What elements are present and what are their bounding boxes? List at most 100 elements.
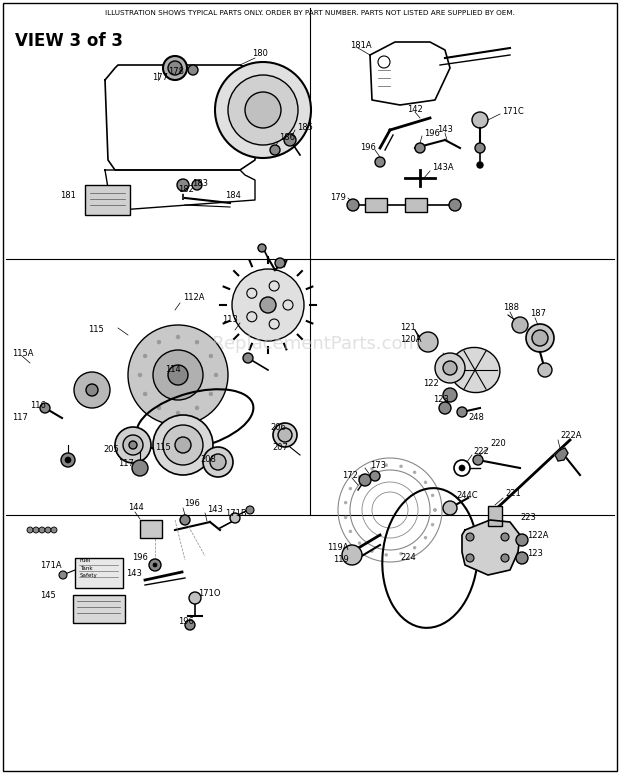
Text: 120A: 120A [400,335,422,344]
Text: 119A: 119A [327,543,348,553]
Circle shape [195,406,199,410]
Circle shape [501,533,509,541]
Circle shape [358,475,361,478]
Text: 205: 205 [103,444,119,454]
Text: 222A: 222A [560,431,582,440]
Circle shape [20,318,164,462]
Text: 171A: 171A [40,560,61,570]
Circle shape [230,513,240,523]
Ellipse shape [435,334,525,416]
Bar [140,520,162,538]
Text: 143: 143 [126,570,142,578]
Text: 122A: 122A [527,532,549,540]
Text: 123: 123 [527,550,543,559]
Text: 117: 117 [12,413,28,423]
Circle shape [163,56,187,80]
Circle shape [439,402,451,414]
Text: 171C: 171C [502,108,524,117]
Circle shape [203,447,233,477]
Circle shape [349,530,352,533]
Circle shape [123,435,143,455]
Circle shape [157,340,161,344]
Text: 143: 143 [207,505,223,515]
Circle shape [40,403,50,413]
Circle shape [175,437,191,453]
Text: 117: 117 [118,458,134,467]
Text: 196: 196 [132,553,148,563]
Text: 119: 119 [333,556,348,564]
Text: 220: 220 [490,439,506,447]
Circle shape [128,325,228,425]
Circle shape [176,411,180,415]
Circle shape [260,297,276,313]
Circle shape [153,563,157,567]
Circle shape [375,157,385,167]
Circle shape [45,527,51,533]
Circle shape [385,464,388,467]
Circle shape [86,384,98,396]
Circle shape [344,516,347,519]
Text: 115A: 115A [12,348,33,358]
Text: 221: 221 [505,488,521,498]
Text: 116: 116 [30,402,46,410]
Circle shape [192,180,202,190]
Circle shape [51,527,57,533]
Text: 144: 144 [128,504,144,512]
Circle shape [143,392,147,396]
Polygon shape [370,42,450,105]
Bar [73,595,125,623]
Circle shape [278,428,292,442]
Polygon shape [462,520,520,575]
Circle shape [129,441,137,449]
Circle shape [459,465,465,471]
Text: 196: 196 [424,128,440,138]
Circle shape [358,542,361,545]
Circle shape [449,199,461,211]
Text: 188: 188 [503,303,519,313]
Circle shape [433,509,436,512]
Circle shape [424,481,427,484]
Circle shape [149,559,161,571]
Circle shape [61,453,75,467]
Circle shape [258,244,266,252]
Bar [75,558,123,588]
Circle shape [180,515,190,525]
Text: Fuel: Fuel [80,559,91,563]
Text: 206: 206 [270,423,286,431]
Circle shape [245,92,281,128]
Circle shape [532,330,548,346]
Bar [488,506,502,526]
Polygon shape [105,170,255,210]
Text: 114: 114 [165,365,181,374]
Text: 196: 196 [184,498,200,508]
Text: 196: 196 [360,143,376,152]
Circle shape [526,324,554,352]
Circle shape [138,373,142,377]
Circle shape [65,457,71,463]
Text: 184: 184 [225,191,241,200]
Circle shape [443,501,457,515]
Text: 115: 115 [155,443,170,451]
Text: 121: 121 [400,323,416,331]
Circle shape [157,406,161,410]
Text: 113: 113 [222,316,238,324]
Circle shape [270,145,280,155]
Circle shape [188,65,198,75]
Circle shape [399,465,402,467]
Text: 179: 179 [330,194,346,203]
Text: 112A: 112A [183,293,205,302]
Circle shape [431,523,434,526]
Text: 196: 196 [178,618,194,626]
Circle shape [163,425,203,465]
Circle shape [443,361,457,375]
Circle shape [33,527,39,533]
Circle shape [443,388,457,402]
Circle shape [359,474,371,486]
Circle shape [385,553,388,557]
Circle shape [473,455,483,465]
Text: 122: 122 [423,378,439,388]
Polygon shape [555,448,568,461]
Circle shape [475,143,485,153]
Circle shape [284,134,296,146]
Circle shape [228,75,298,145]
